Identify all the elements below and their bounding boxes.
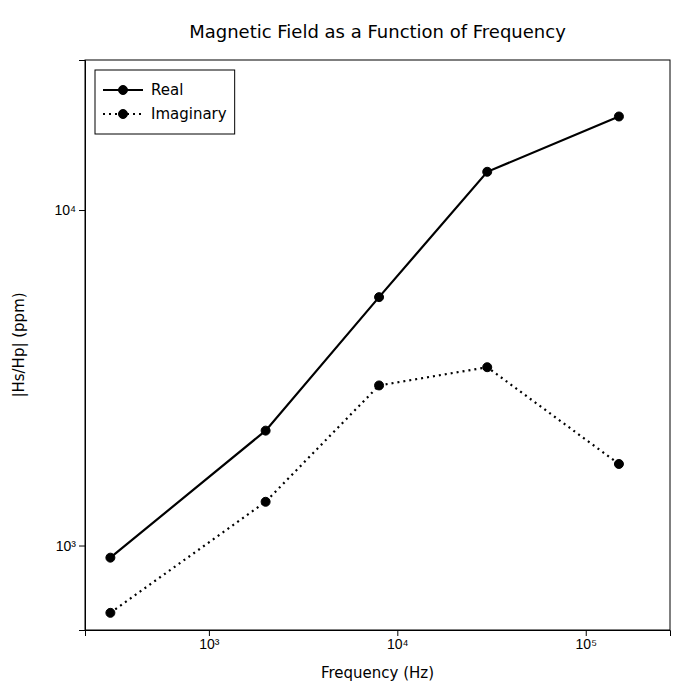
legend-marker bbox=[119, 86, 128, 95]
plot-frame bbox=[85, 60, 670, 630]
series-group bbox=[106, 112, 624, 617]
title: Magnetic Field as a Function of Frequenc… bbox=[189, 21, 566, 42]
y-axis-line bbox=[79, 61, 86, 631]
series-marker bbox=[614, 112, 623, 121]
series-marker bbox=[614, 459, 623, 468]
legend-frame bbox=[95, 70, 235, 134]
x-axis-title: Frequency (Hz) bbox=[321, 664, 434, 682]
legend-label: Imaginary bbox=[151, 105, 227, 123]
series-marker bbox=[261, 497, 270, 506]
series-line bbox=[110, 116, 619, 557]
y-axis-tick: 10⁴ bbox=[54, 202, 85, 218]
series-marker bbox=[483, 363, 492, 372]
plot-area: 10³ 10⁴ 10⁵ 10³ 10⁴ Real Imaginary bbox=[54, 60, 670, 652]
series-marker bbox=[483, 167, 492, 176]
y-axis: 10³ 10⁴ bbox=[54, 61, 85, 631]
legend-marker bbox=[119, 110, 128, 119]
x-axis: 10³ 10⁴ 10⁵ bbox=[86, 630, 671, 652]
chart: 10³ 10⁴ 10⁵ 10³ 10⁴ Real Imaginary Magnetic Fie… bbox=[0, 0, 700, 700]
y-axis-title: |Hs/Hp| (ppm) bbox=[10, 292, 28, 397]
y-axis-tick: 10³ bbox=[56, 537, 85, 553]
series-marker bbox=[106, 608, 115, 617]
legend-label: Real bbox=[151, 81, 183, 99]
y-axis-tick-mark bbox=[79, 210, 85, 211]
y-axis-tick-mark bbox=[79, 546, 85, 547]
series-marker bbox=[375, 381, 384, 390]
x-axis-tick: 10³ bbox=[199, 630, 220, 652]
x-axis-tick-label: 10³ bbox=[199, 636, 220, 652]
series-marker bbox=[375, 293, 384, 302]
y-axis-tick-label: 10⁴ bbox=[54, 202, 76, 218]
y-axis-tick-label: 10³ bbox=[56, 537, 77, 553]
series-marker bbox=[106, 553, 115, 562]
x-axis-tick-label: 10⁵ bbox=[576, 636, 597, 652]
series-line bbox=[110, 367, 619, 613]
x-axis-tick: 10⁴ bbox=[387, 630, 409, 652]
legend: Real Imaginary bbox=[95, 70, 235, 134]
series-marker bbox=[261, 426, 270, 435]
x-axis-tick: 10⁵ bbox=[576, 630, 597, 652]
x-axis-tick-label: 10⁴ bbox=[387, 636, 409, 652]
